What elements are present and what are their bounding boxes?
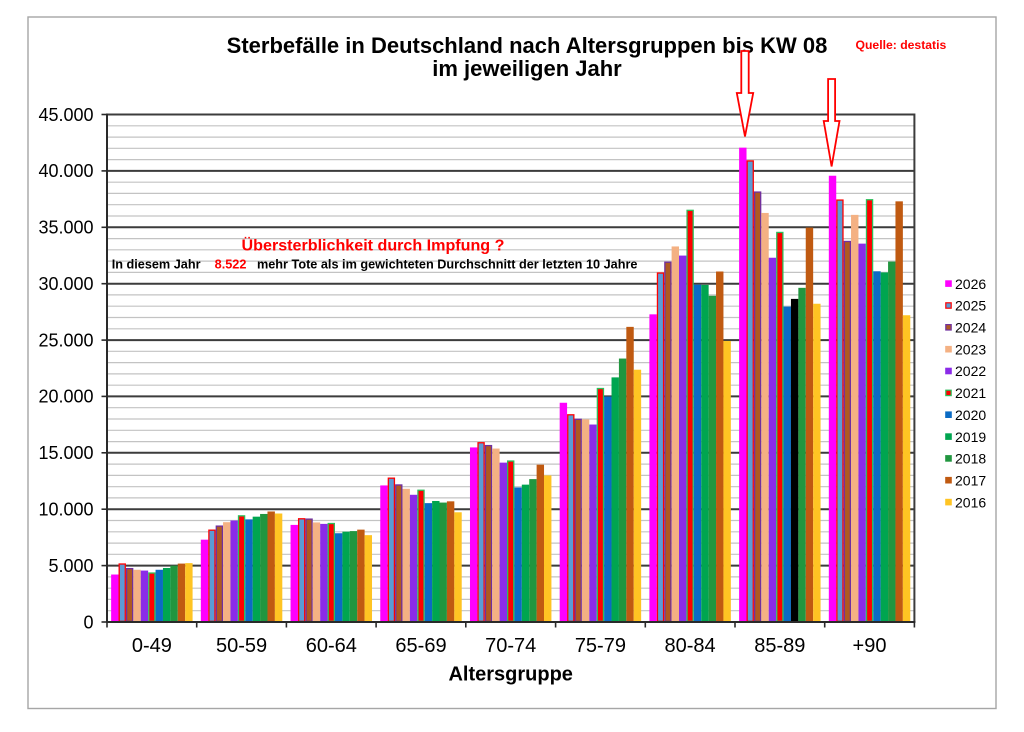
svg-text:70-74: 70-74 [485,635,536,657]
svg-text:10.000: 10.000 [38,500,93,520]
svg-text:65-69: 65-69 [395,635,446,657]
svg-text:20.000: 20.000 [38,387,93,407]
svg-text:2024: 2024 [955,320,986,336]
svg-text:80-84: 80-84 [665,635,716,657]
svg-text:Übersterblichkeit durch Impfun: Übersterblichkeit durch Impfung ? [242,236,505,255]
svg-text:60-64: 60-64 [306,635,357,657]
svg-text:2020: 2020 [955,407,986,423]
svg-text:Altersgruppe: Altersgruppe [448,664,572,686]
svg-text:45.000: 45.000 [38,105,93,125]
svg-text:2023: 2023 [955,341,986,357]
svg-text:2022: 2022 [955,363,986,379]
svg-text:30.000: 30.000 [38,274,93,294]
svg-text:2018: 2018 [955,451,986,467]
svg-text:5.000: 5.000 [48,556,93,576]
svg-text:im jeweiligen Jahr: im jeweiligen Jahr [432,56,622,81]
svg-text:2019: 2019 [955,429,986,445]
svg-text:Quelle: destatis: Quelle: destatis [856,38,947,52]
svg-text:2025: 2025 [955,298,986,314]
svg-text:75-79: 75-79 [575,635,626,657]
svg-text:35.000: 35.000 [38,218,93,238]
svg-text:25.000: 25.000 [38,330,93,350]
svg-text:0: 0 [83,612,93,632]
svg-text:Sterbefälle in Deutschland nac: Sterbefälle in Deutschland nach Altersgr… [227,33,828,58]
svg-text:In diesem Jahr 8.522 mehr: In diesem Jahr 8.522 mehr Tote als im ge… [112,258,638,272]
svg-text:2026: 2026 [955,276,986,292]
svg-text:2016: 2016 [955,494,986,510]
svg-text:15.000: 15.000 [38,443,93,463]
svg-text:85-89: 85-89 [754,635,805,657]
svg-text:40.000: 40.000 [38,161,93,181]
svg-text:2017: 2017 [955,472,986,488]
svg-text:+90: +90 [853,635,887,657]
svg-text:2021: 2021 [955,385,986,401]
svg-text:0-49: 0-49 [132,635,172,657]
svg-text:50-59: 50-59 [216,635,267,657]
